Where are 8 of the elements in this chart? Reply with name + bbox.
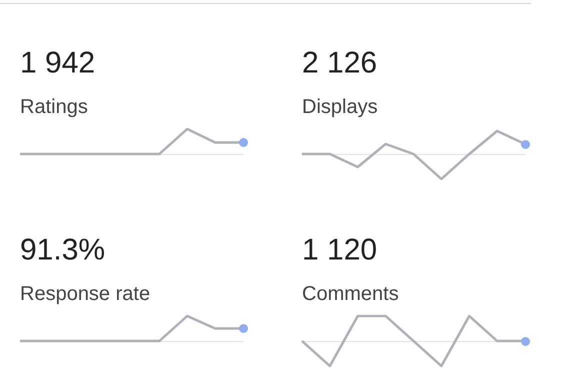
chart-subtitle: Ratings (20, 96, 88, 118)
chart-title: 1 942 (20, 46, 96, 80)
chart-title: 91.3% (20, 234, 106, 266)
chart-title: 2 126 (302, 46, 378, 80)
chart-subtitle: Comments (302, 283, 399, 305)
chart-title: 1 120 (302, 234, 378, 266)
chart-subtitle: Displays (302, 96, 378, 118)
chart-subtitle: Response rate (20, 283, 150, 305)
